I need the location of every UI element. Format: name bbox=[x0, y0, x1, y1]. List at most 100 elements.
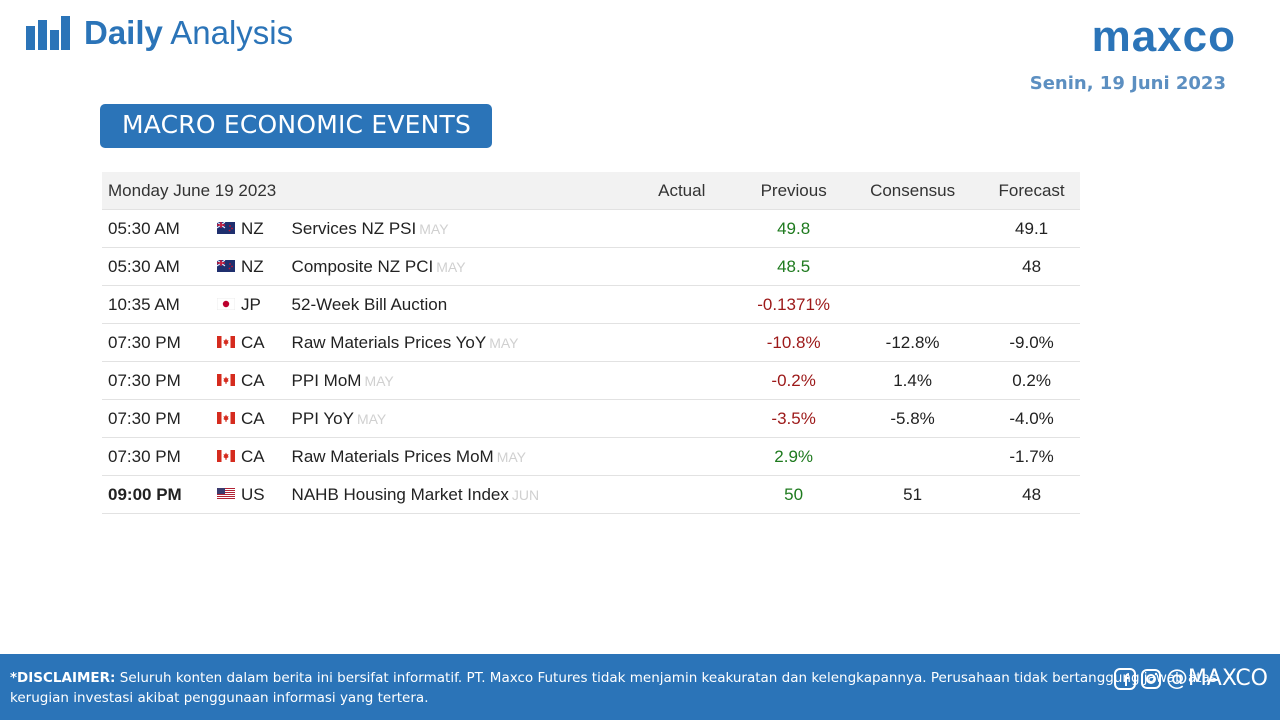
maxco-logo: maxco bbox=[1091, 12, 1236, 61]
event-consensus: 51 bbox=[842, 475, 984, 514]
disclaimer-text: Seluruh konten dalam berita ini bersifat… bbox=[10, 670, 1217, 706]
table-row: 09:00 PM US NAHB Housing Market Index JUN 50… bbox=[102, 475, 1080, 514]
event-time: 07:30 PM bbox=[102, 323, 217, 362]
flag-ca-icon bbox=[216, 412, 235, 425]
event-country: NZ bbox=[216, 209, 292, 248]
event-forecast bbox=[983, 285, 1080, 324]
event-time: 07:30 PM bbox=[102, 361, 217, 400]
event-name: Raw Materials Prices YoY bbox=[291, 332, 487, 352]
event-name-cell: Composite NZ PCI MAY bbox=[291, 247, 619, 286]
event-consensus bbox=[842, 437, 984, 476]
flag-ca-icon bbox=[216, 336, 235, 349]
event-time: 05:30 AM bbox=[102, 247, 217, 286]
event-country: NZ bbox=[216, 247, 292, 286]
flag-nz-icon bbox=[216, 260, 235, 273]
country-code: NZ bbox=[240, 218, 264, 238]
event-period: MAY bbox=[419, 220, 449, 237]
event-name: NAHB Housing Market Index bbox=[291, 484, 509, 504]
page-title-bold: Daily bbox=[84, 14, 163, 51]
country-code: JP bbox=[240, 294, 261, 314]
event-consensus: 1.4% bbox=[842, 361, 984, 400]
country-code: CA bbox=[240, 332, 265, 352]
event-country: CA bbox=[216, 323, 292, 362]
header-previous: Previous bbox=[745, 172, 843, 210]
instagram-icon[interactable] bbox=[1140, 668, 1162, 690]
disclaimer-footer: *DISCLAIMER: Seluruh konten dalam berita… bbox=[0, 654, 1280, 720]
event-time: 09:00 PM bbox=[102, 475, 217, 514]
event-forecast: 49.1 bbox=[983, 209, 1080, 248]
table-row: 07:30 PM CA Raw Materials Prices YoY MAY -10… bbox=[102, 323, 1080, 362]
event-period: MAY bbox=[356, 410, 387, 427]
event-previous: -0.2% bbox=[745, 361, 843, 400]
country-code: CA bbox=[240, 370, 265, 390]
event-name-cell: PPI YoY MAY bbox=[291, 399, 619, 438]
country-code: CA bbox=[240, 408, 265, 428]
event-name-cell: PPI MoM MAY bbox=[291, 361, 619, 400]
social-handle-group: @MAXCO bbox=[1113, 666, 1268, 691]
event-period: MAY bbox=[364, 372, 394, 389]
event-name: PPI YoY bbox=[291, 408, 354, 428]
country-code: NZ bbox=[240, 256, 264, 276]
header-date: Monday June 19 2023 bbox=[102, 172, 619, 210]
disclaimer-label: *DISCLAIMER: bbox=[10, 670, 116, 686]
header-actual: Actual bbox=[618, 172, 746, 210]
event-time: 10:35 AM bbox=[102, 285, 217, 324]
event-name: 52-Week Bill Auction bbox=[291, 294, 448, 314]
event-name-cell: Raw Materials Prices YoY MAY bbox=[291, 323, 619, 362]
event-forecast: -9.0% bbox=[983, 323, 1080, 362]
event-actual bbox=[618, 399, 746, 438]
event-forecast: 48 bbox=[983, 247, 1080, 286]
event-time: 05:30 AM bbox=[102, 209, 217, 248]
event-forecast: 48 bbox=[983, 475, 1080, 514]
event-previous: 48.5 bbox=[745, 247, 843, 286]
page-title-light: Analysis bbox=[170, 14, 294, 51]
table-header-row: Monday June 19 2023 Actual Previous Cons… bbox=[102, 172, 1080, 210]
event-previous: -10.8% bbox=[745, 323, 843, 362]
event-name-cell: 52-Week Bill Auction bbox=[291, 285, 619, 324]
flag-us-icon bbox=[216, 488, 235, 501]
flag-ca-icon bbox=[216, 450, 235, 463]
event-actual bbox=[618, 209, 746, 248]
social-handle[interactable]: @MAXCO bbox=[1165, 666, 1268, 691]
flag-jp-icon bbox=[216, 298, 235, 311]
event-country: JP bbox=[216, 285, 292, 324]
event-previous: -3.5% bbox=[745, 399, 843, 438]
event-time: 07:30 PM bbox=[102, 399, 217, 438]
event-country: CA bbox=[216, 361, 292, 400]
event-country: CA bbox=[216, 437, 292, 476]
table-row: 10:35 AM JP 52-Week Bill Auction -0.1371% bbox=[102, 285, 1080, 324]
event-forecast: -4.0% bbox=[983, 399, 1080, 438]
flag-nz-icon bbox=[216, 222, 235, 235]
table-row: 05:30 AM NZ Services NZ PSI MAY 49.8 49.1 bbox=[102, 209, 1080, 248]
event-actual bbox=[618, 247, 746, 286]
event-previous: 2.9% bbox=[745, 437, 843, 476]
header-forecast: Forecast bbox=[983, 172, 1080, 210]
table-row: 07:30 PM CA PPI YoY MAY -3.5% -5.8% -4.0% bbox=[102, 399, 1080, 438]
event-period: MAY bbox=[496, 448, 527, 465]
event-name: Composite NZ PCI bbox=[291, 256, 434, 276]
event-previous: 49.8 bbox=[745, 209, 843, 248]
table-row: 07:30 PM CA Raw Materials Prices MoM MAY 2.9… bbox=[102, 437, 1080, 476]
facebook-icon[interactable] bbox=[1113, 667, 1136, 690]
event-name: PPI MoM bbox=[291, 370, 362, 390]
event-country: CA bbox=[216, 399, 292, 438]
country-code: US bbox=[240, 484, 265, 504]
table-row: 07:30 PM CA PPI MoM MAY -0.2% 1.4% 0.2% bbox=[102, 361, 1080, 400]
table-row: 05:30 AM NZ Composite NZ PCI MAY 48.5 48 bbox=[102, 247, 1080, 286]
event-actual bbox=[618, 437, 746, 476]
report-date: Senin, 19 Juni 2023 bbox=[1029, 73, 1226, 94]
event-actual bbox=[618, 361, 746, 400]
page-title: Daily Analysis bbox=[84, 14, 293, 52]
event-time: 07:30 PM bbox=[102, 437, 217, 476]
event-country: US bbox=[216, 475, 292, 514]
event-name-cell: NAHB Housing Market Index JUN bbox=[291, 475, 619, 514]
event-name: Services NZ PSI bbox=[291, 218, 417, 238]
event-consensus: -5.8% bbox=[842, 399, 984, 438]
event-actual bbox=[618, 323, 746, 362]
event-period: MAY bbox=[489, 334, 519, 351]
event-name: Raw Materials Prices MoM bbox=[291, 446, 494, 466]
event-actual bbox=[618, 285, 746, 324]
event-previous: 50 bbox=[745, 475, 843, 514]
event-consensus bbox=[842, 285, 984, 324]
economic-events-table: Monday June 19 2023 Actual Previous Cons… bbox=[102, 172, 1080, 514]
